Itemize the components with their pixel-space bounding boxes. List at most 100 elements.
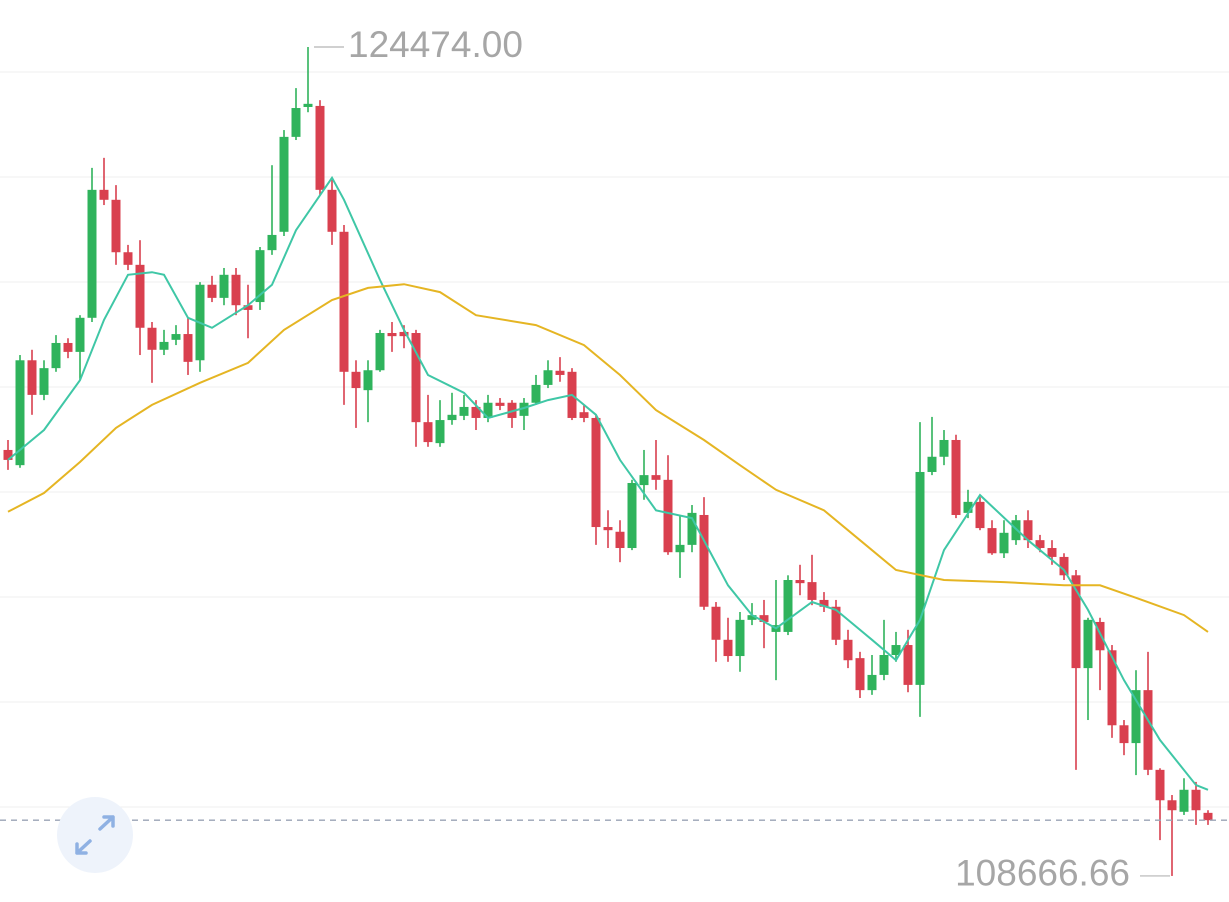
candle-body (27, 360, 37, 395)
expand-button-bg[interactable] (57, 797, 133, 873)
candle-body (399, 331, 409, 337)
candle-body (123, 252, 133, 265)
candle-body (303, 103, 313, 107)
candle-body (963, 501, 973, 513)
candle-body (411, 333, 421, 423)
candle-body (1071, 575, 1081, 669)
candle-body (987, 528, 997, 554)
candle-body (1083, 619, 1093, 669)
candle-body (207, 284, 217, 298)
candle-body (147, 327, 157, 350)
candle-body (831, 606, 841, 640)
candle-body (351, 371, 361, 389)
candle-body (435, 420, 445, 444)
candle-body (879, 654, 889, 675)
candle-body (531, 384, 541, 403)
candle-body (363, 370, 373, 391)
candle-body (39, 368, 49, 395)
candle-body (1131, 690, 1141, 744)
candle-body (159, 341, 169, 350)
candle-body (807, 582, 817, 600)
candle-body (219, 274, 229, 298)
candle-body (915, 471, 925, 685)
candle-body (543, 370, 553, 385)
candle-body (699, 514, 709, 607)
candle-body (375, 333, 385, 371)
candle-body (15, 360, 25, 466)
candle-body (951, 439, 961, 515)
candle-body (171, 334, 181, 340)
candle-body (1167, 800, 1177, 811)
candle-body (279, 136, 289, 232)
candle-body (627, 482, 637, 549)
candle-body (51, 342, 61, 369)
candle-body (1119, 725, 1129, 744)
candle-body (555, 370, 565, 375)
candle-body (795, 580, 805, 584)
candle-body (747, 615, 757, 620)
candle-body (1059, 556, 1069, 576)
candle-body (423, 422, 433, 443)
candle-body (819, 599, 829, 607)
candle-body (519, 402, 529, 416)
candle-body (3, 449, 13, 460)
candle-body (759, 615, 769, 622)
ma-line (7, 283, 1209, 633)
candle-body (231, 274, 241, 306)
candle-body (255, 250, 265, 303)
candle-body (291, 108, 301, 137)
expand-button[interactable] (57, 797, 133, 873)
candle-body (87, 189, 97, 318)
low-annotation: 108666.66 (955, 853, 1130, 894)
candle-body (1035, 540, 1045, 549)
candle-body (975, 501, 985, 529)
candle-body (579, 412, 589, 418)
candle-body (1203, 812, 1213, 821)
candle-body (591, 417, 601, 528)
candle-body (315, 105, 325, 190)
candle-body (663, 479, 673, 553)
expand-icon[interactable] (75, 815, 115, 855)
candle-body (615, 531, 625, 549)
candle-body (111, 199, 121, 253)
candle-body (843, 639, 853, 661)
candle-body (1095, 621, 1105, 651)
candle-body (75, 317, 85, 352)
candle-body (603, 527, 613, 531)
candle-body (723, 639, 733, 657)
candle-body (1155, 769, 1165, 801)
candle-body (447, 414, 457, 421)
candle-body (891, 645, 901, 655)
candle-body (459, 406, 469, 416)
candle-body (1047, 548, 1057, 557)
candle-body (903, 645, 913, 685)
candle-body (1179, 789, 1189, 812)
candle-body (711, 606, 721, 640)
candle-body (267, 234, 277, 251)
candle-body (639, 475, 649, 486)
candle-body (867, 674, 877, 691)
candle-body (855, 658, 865, 691)
candle-body (243, 305, 253, 310)
candle-body (339, 231, 349, 372)
candle-body (651, 475, 661, 480)
high-annotation: 124474.00 (348, 24, 523, 65)
candle-body (99, 189, 109, 200)
plot-area: 124474.00 108666.66 (0, 24, 1229, 894)
candle-body (1143, 690, 1153, 770)
ma-line (7, 175, 1209, 791)
candle-body (183, 334, 193, 362)
candle-body (1107, 650, 1117, 726)
candle-body (999, 532, 1009, 554)
candle-body (483, 402, 493, 418)
candle-body (63, 342, 73, 352)
candle-body (927, 456, 937, 472)
candle-body (939, 439, 949, 457)
candle-body (675, 544, 685, 553)
candle-body (327, 189, 337, 232)
candle-body (687, 512, 697, 545)
grid (0, 71, 1229, 808)
candle-body (1191, 789, 1201, 811)
candle-body (135, 264, 145, 328)
